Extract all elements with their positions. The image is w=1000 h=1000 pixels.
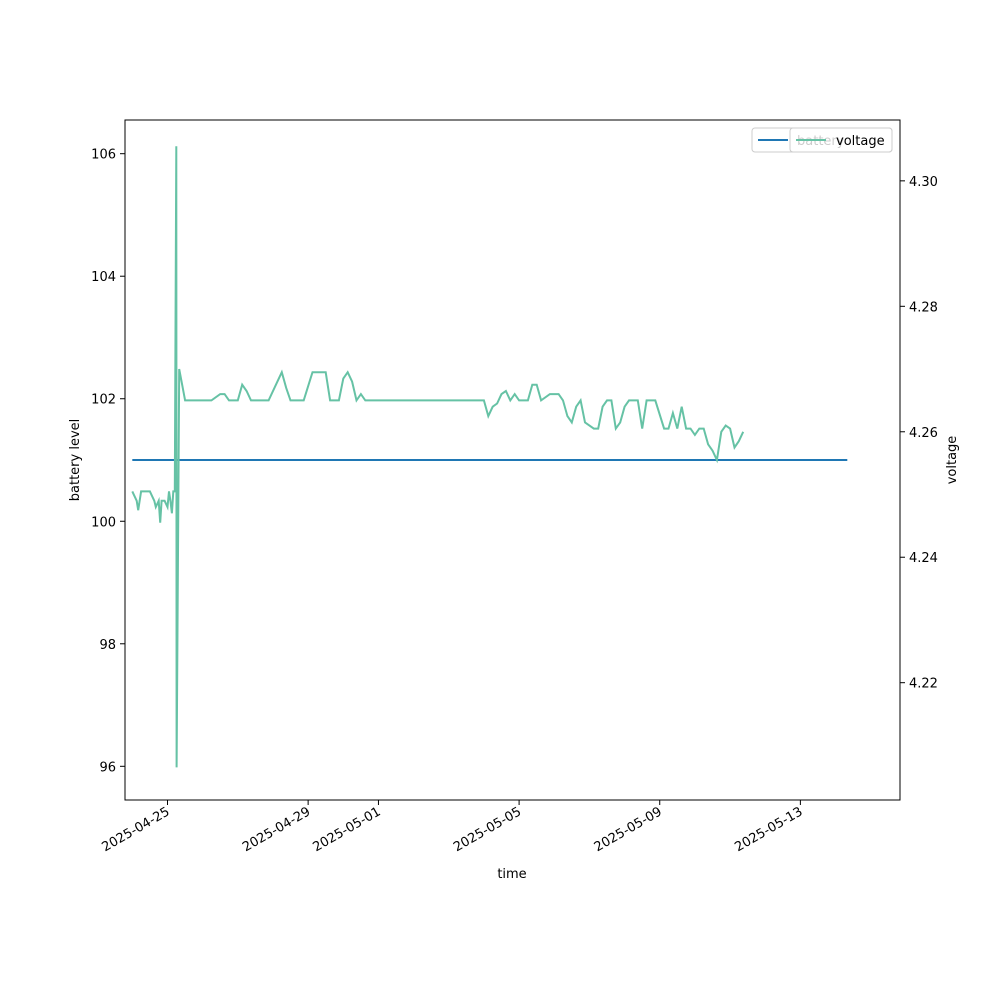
y2-tick-label: 4.22 (909, 677, 938, 692)
y-tick-label: 102 (91, 393, 116, 408)
x-axis-label: time (497, 867, 526, 882)
axes-frame (124, 119, 901, 801)
y-axis-label: battery level (68, 419, 83, 502)
plot-area (131, 146, 848, 768)
y-axis-left: 96 98 100 102 104 106 (91, 148, 125, 775)
y-tick-label: 98 (99, 638, 116, 653)
y-tick-label: 106 (91, 148, 116, 163)
legend-voltage: voltage (789, 127, 893, 153)
y2-tick-label: 4.24 (909, 551, 938, 566)
y2-tick-label: 4.28 (909, 300, 938, 315)
y-tick-label: 96 (99, 760, 116, 775)
y2-axis-label: voltage (945, 436, 960, 485)
y-tick-label: 100 (91, 515, 116, 530)
y-axis-right: 4.22 4.24 4.26 4.28 4.30 (900, 175, 938, 692)
legend-voltage-label: voltage (836, 134, 885, 149)
y2-tick-label: 4.26 (909, 426, 938, 441)
series-line-voltage (131, 146, 745, 768)
y-tick-label: 104 (91, 270, 116, 285)
legend-voltage-box (789, 127, 893, 153)
y2-tick-label: 4.30 (909, 175, 938, 190)
